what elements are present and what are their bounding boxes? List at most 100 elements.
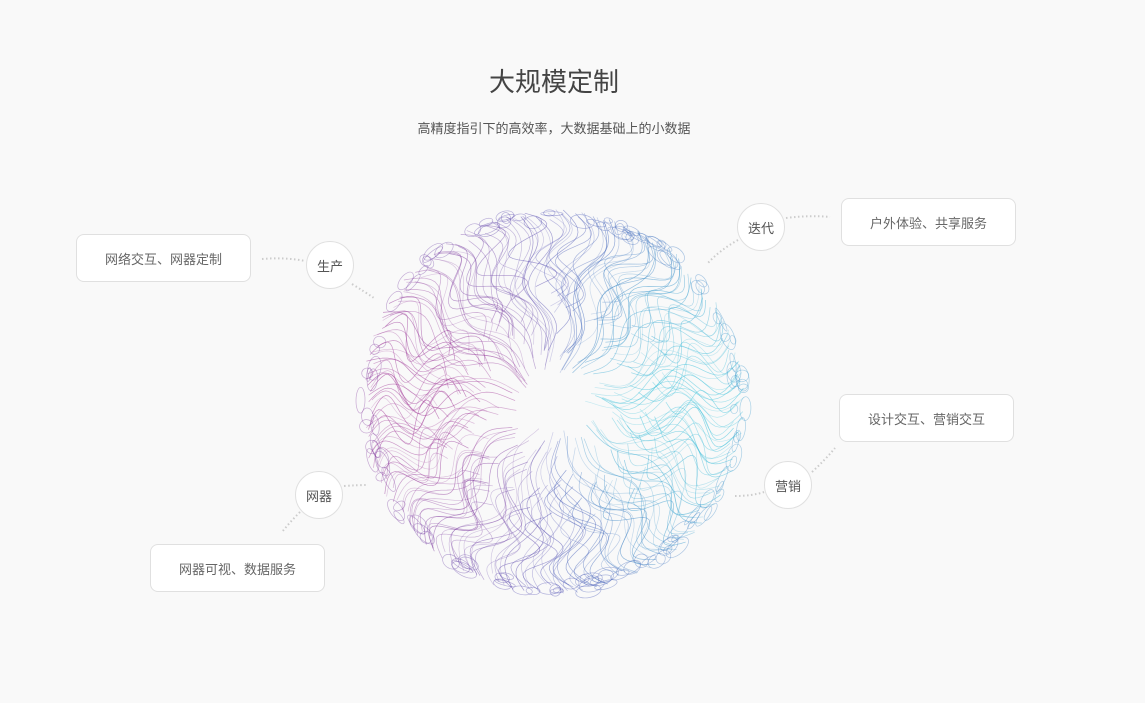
sphere-strand: [393, 300, 470, 353]
sphere-rim-loop: [366, 367, 372, 382]
sphere-strand: [484, 233, 527, 323]
sphere-rim-loop: [512, 213, 527, 222]
sphere-strand: [370, 373, 467, 414]
sphere-rim-loop: [591, 566, 619, 583]
sphere-rim-loop: [500, 212, 512, 224]
connector-shengchan-sphere: [351, 283, 375, 299]
sphere-strand: [404, 289, 526, 382]
sphere-rim-loop: [736, 417, 746, 442]
node-diedai[interactable]: 迭代: [737, 203, 785, 251]
node-wangqi[interactable]: 网器: [295, 471, 343, 519]
sphere-strand: [522, 517, 558, 590]
sphere-rim-loop: [451, 558, 470, 574]
sphere-strand: [452, 250, 513, 337]
sphere-strand: [381, 438, 453, 483]
sphere-strand: [370, 370, 459, 411]
sphere-rim-loop: [623, 560, 641, 575]
sphere-strand: [460, 234, 513, 313]
sphere-strand: [420, 273, 493, 341]
sphere-strand: [428, 269, 521, 368]
sphere-strand: [583, 438, 676, 547]
sphere-strand: [610, 386, 740, 418]
sphere-strand: [486, 225, 534, 331]
sphere-strand: [371, 390, 456, 431]
sphere-rim-loop: [523, 215, 543, 229]
sphere-rim-loop: [397, 271, 414, 291]
sphere-rim-loop: [496, 216, 512, 229]
sphere-rim-loop: [733, 429, 742, 443]
sphere-strand: [476, 224, 528, 301]
sphere-strand: [590, 235, 633, 315]
info-box-yingxiao: 设计交互、营销交互: [839, 394, 1014, 442]
sphere-rim-loop: [634, 553, 649, 568]
sphere-strand: [372, 348, 520, 393]
connector-wangqi-sphere: [343, 484, 369, 487]
sphere-strand: [510, 492, 552, 587]
sphere-rim-loop: [586, 219, 607, 228]
sphere-strand: [466, 230, 526, 345]
sphere-strand: [612, 410, 742, 442]
sphere-rim-loop: [597, 569, 614, 583]
sphere-rim-loop: [622, 229, 634, 236]
sphere-strand: [534, 219, 555, 362]
sphere-strand: [560, 219, 608, 354]
sphere-strand: [515, 487, 544, 591]
sphere-strand: [600, 241, 650, 319]
sphere-rim-loop: [690, 512, 701, 524]
sphere-strand: [486, 504, 520, 586]
sphere-strand: [578, 472, 623, 572]
sphere-rim-loop: [583, 575, 600, 586]
sphere-strand: [506, 216, 549, 370]
sphere-strand: [490, 449, 537, 574]
sphere-rim-loop: [659, 251, 682, 270]
node-yingxiao[interactable]: 营销: [764, 461, 812, 509]
sphere-strand: [495, 512, 521, 577]
sphere-rim-loop: [423, 246, 443, 263]
sphere-rim-loop: [452, 560, 473, 573]
sphere-rim-loop: [365, 439, 379, 455]
sphere-strand: [654, 406, 734, 441]
sphere-strand: [602, 380, 736, 405]
sphere-rim-loop: [495, 210, 514, 223]
sphere-strand: [382, 321, 456, 360]
node-shengchan[interactable]: 生产: [306, 241, 354, 289]
sphere-strand: [572, 247, 657, 374]
sphere-strand: [529, 212, 569, 307]
sphere-rim-loop: [451, 561, 477, 579]
sphere-strand: [591, 360, 740, 397]
sphere-strand: [528, 216, 557, 351]
sphere-strand: [553, 469, 596, 586]
sphere-strand: [435, 488, 490, 559]
sphere-strand: [594, 339, 731, 390]
sphere-strand: [584, 256, 673, 363]
sphere-rim-loop: [434, 241, 454, 259]
sphere-rim-loop: [374, 450, 391, 477]
sphere-rim-loop: [736, 378, 748, 390]
sphere-rim-loop: [596, 221, 612, 232]
sphere-strand: [566, 220, 609, 353]
sphere-rim-loop: [625, 231, 635, 242]
sphere-rim-loop: [658, 537, 679, 556]
sphere-strand: [386, 434, 489, 497]
sphere-strand: [602, 231, 646, 303]
sphere-strand: [601, 375, 744, 410]
sphere-rim-loop: [575, 584, 602, 599]
sphere-rim-loop: [611, 225, 632, 241]
sphere-rim-loop: [594, 579, 618, 591]
sphere-rim-loop: [458, 554, 476, 570]
sphere-rim-loop: [407, 514, 426, 535]
sphere-strand: [522, 216, 553, 349]
sphere-rim-loop: [413, 523, 435, 545]
sphere-strand: [373, 331, 468, 371]
sphere-rim-loop: [638, 232, 661, 247]
sphere-strand: [594, 474, 651, 569]
sphere-strand: [572, 497, 609, 585]
sphere-strand: [448, 440, 530, 564]
sphere-strand: [524, 497, 548, 590]
sphere-strand: [532, 447, 563, 585]
sphere-strand: [631, 338, 723, 377]
sphere-rim-loop: [658, 240, 673, 252]
sphere-strand: [651, 341, 729, 389]
sphere-rim-loop: [666, 246, 685, 264]
sphere-strand: [513, 217, 552, 366]
